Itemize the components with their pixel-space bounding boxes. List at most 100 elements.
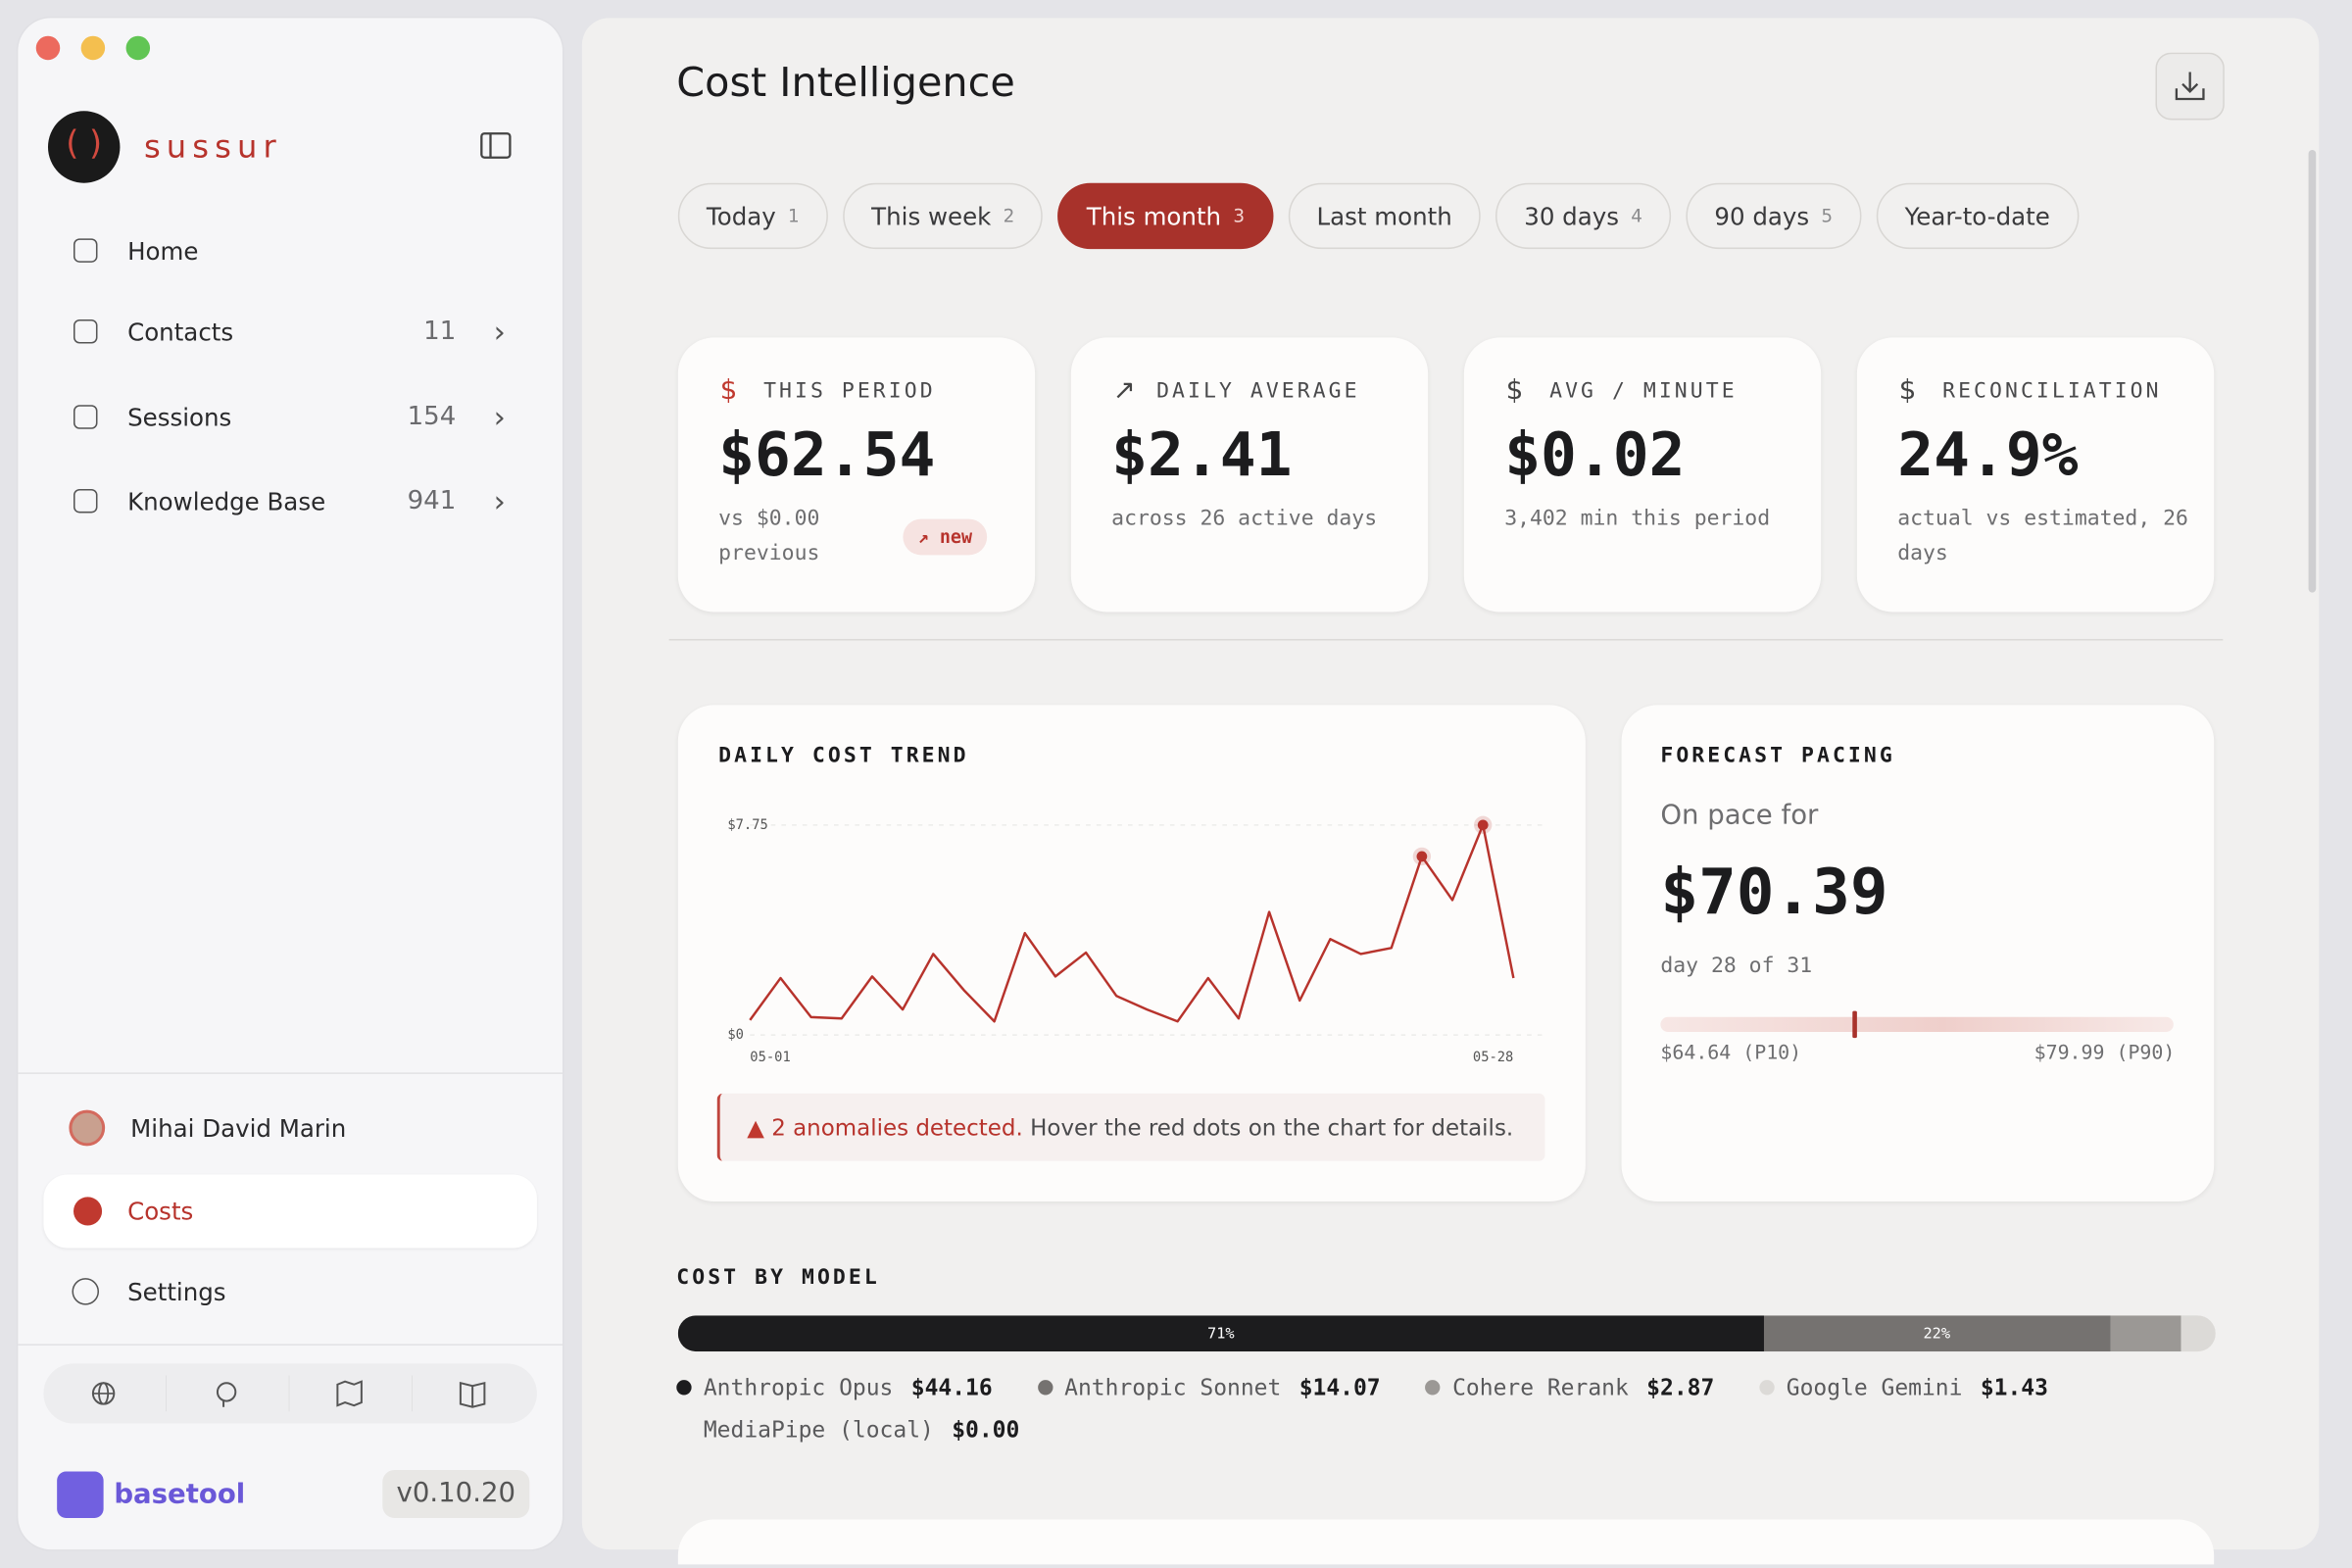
alert-text: Hover the red dots on the chart for deta… xyxy=(1030,1113,1514,1142)
stat-icon: ↗ xyxy=(1112,374,1136,407)
nav-icon xyxy=(73,319,98,344)
stat-card: $ AVG / MINUTE $0.02 3,402 min this period xyxy=(1463,337,1822,612)
stat-card: ↗ DAILY AVERAGE $2.41 across 26 active days xyxy=(1070,337,1429,612)
scrollbar xyxy=(2308,150,2317,593)
legend-value: $1.43 xyxy=(1980,1374,2048,1401)
stat-sub: across 26 active days xyxy=(1111,507,1378,531)
stat-value: $2.41 xyxy=(1111,421,1293,491)
filter-pill[interactable]: Year-to-date xyxy=(1876,182,2079,250)
nav-count: 941 xyxy=(407,485,457,516)
stat-icon: $ xyxy=(1505,374,1524,407)
model-segment: 22% xyxy=(1763,1315,2110,1352)
filter-key: 5 xyxy=(1821,205,1834,227)
stat-label: THIS PERIOD xyxy=(763,379,936,404)
legend-name: Anthropic Sonnet xyxy=(1064,1374,1282,1401)
nav-item[interactable]: Settings xyxy=(43,1255,537,1329)
stat-card: $ THIS PERIOD $62.54 vs $0.00 previous ↗ new xyxy=(677,337,1036,612)
logo: ( ) xyxy=(47,111,121,183)
filter-label: Last month xyxy=(1316,201,1452,230)
alert-highlight: 2 anomalies detected. xyxy=(771,1113,1023,1142)
filter-label: This week xyxy=(871,201,992,230)
legend-name: MediaPipe (local) xyxy=(703,1415,934,1444)
nav-item[interactable]: Contacts 11 › xyxy=(71,309,520,354)
nav-icon xyxy=(73,405,98,429)
version: v0.10.20 xyxy=(382,1469,530,1518)
stat-value: $0.02 xyxy=(1504,421,1686,491)
anomaly-dot xyxy=(1477,819,1489,831)
model-bar: 71% 22% xyxy=(677,1315,2216,1352)
collapse-button[interactable] xyxy=(480,132,514,163)
forecast-lead: On pace for xyxy=(1660,799,1819,831)
line-chart: $0 $7.75 05-01 05-28 xyxy=(727,815,1544,1065)
share-label: 71% xyxy=(1206,1325,1235,1343)
y-tick-label: $0 xyxy=(727,1027,744,1043)
filter-pill[interactable]: This month 3 xyxy=(1057,182,1274,250)
filter-label: Today xyxy=(706,201,776,230)
nav-icon xyxy=(72,1278,100,1305)
stat-sub: vs $0.00 previous xyxy=(718,507,820,566)
chevron: › xyxy=(493,399,506,435)
stat-label: AVG / MINUTE xyxy=(1549,379,1738,404)
filter-pill[interactable]: Today 1 xyxy=(677,182,828,250)
chevron: › xyxy=(493,313,506,350)
nav-label: Knowledge Base xyxy=(127,486,326,515)
filter-label: 90 days xyxy=(1714,201,1810,230)
model-segment xyxy=(2109,1315,2180,1352)
legend-swatch xyxy=(676,1380,692,1396)
filter-pill[interactable]: 30 days 4 xyxy=(1495,182,1672,250)
legend-name: Anthropic Opus xyxy=(703,1374,894,1401)
legend-swatch xyxy=(1425,1380,1441,1396)
nav-item[interactable]: Home xyxy=(71,228,520,273)
anomaly-dot xyxy=(1416,851,1428,862)
chart-title: DAILY COST TREND xyxy=(718,744,969,768)
footer-brand: basetool xyxy=(114,1479,246,1511)
legend-item: MediaPipe (local) $0.00 xyxy=(676,1416,1019,1444)
legend-value: $44.16 xyxy=(910,1374,993,1401)
legend-name: Google Gemini xyxy=(1786,1374,1963,1401)
docs-button[interactable] xyxy=(413,1363,536,1423)
user-name: Mihai David Marin xyxy=(130,1114,347,1144)
stat-sub: 3,402 min this period xyxy=(1504,507,1771,531)
forecast-value: $70.39 xyxy=(1660,855,1888,929)
icon-bar xyxy=(43,1363,537,1424)
chevron: › xyxy=(493,482,506,519)
forecast-low: $64.64 (P10) xyxy=(1660,1042,1802,1065)
legend-name: Cohere Rerank xyxy=(1452,1374,1629,1401)
trend-card: DAILY COST TREND $0 $7.75 05-01 05-28 ▲ 2 a… xyxy=(677,705,1586,1202)
filter-pill[interactable]: Last month xyxy=(1288,182,1481,250)
filter-key: 3 xyxy=(1233,205,1246,227)
nav-count: 154 xyxy=(407,402,457,432)
stat-sub: actual vs estimated, 26 days xyxy=(1897,507,2188,566)
stat-icon: $ xyxy=(1898,374,1917,407)
legend-item: Google Gemini $1.43 xyxy=(1759,1374,2048,1401)
filter-pill[interactable]: 90 days 5 xyxy=(1686,182,1862,250)
legend-value: $14.07 xyxy=(1298,1374,1381,1401)
forecast-high: $79.99 (P90) xyxy=(2034,1042,2176,1065)
filter-pill[interactable]: This week 2 xyxy=(843,182,1044,250)
legend-item: Anthropic Opus $44.16 xyxy=(676,1374,993,1401)
nav-item[interactable]: Sessions 154 › xyxy=(71,395,520,440)
filter-key: 1 xyxy=(787,205,800,227)
legend-value: $0.00 xyxy=(952,1415,1020,1444)
globe-button[interactable] xyxy=(43,1363,167,1423)
legend-swatch xyxy=(1037,1380,1053,1396)
badge-text: new xyxy=(939,526,973,548)
stat-label: DAILY AVERAGE xyxy=(1156,379,1360,404)
export-button[interactable] xyxy=(2155,52,2225,121)
nav-count: 11 xyxy=(423,316,457,347)
nav-item-active[interactable]: Costs xyxy=(43,1174,537,1249)
nav-icon xyxy=(73,488,98,514)
github-button[interactable] xyxy=(167,1363,290,1423)
x-tick-label: 05-01 xyxy=(750,1050,790,1065)
traffic-lights xyxy=(35,35,151,61)
filter-label: This month xyxy=(1086,201,1222,230)
filter-label: Year-to-date xyxy=(1904,201,2050,230)
next-card xyxy=(677,1519,2215,1565)
y-tick-label: $7.75 xyxy=(727,817,767,833)
avatar xyxy=(69,1109,106,1147)
forecast-marker xyxy=(1852,1010,1858,1039)
share-label: 22% xyxy=(1923,1325,1951,1343)
map-button[interactable] xyxy=(289,1363,413,1423)
filter-key: 4 xyxy=(1631,205,1642,227)
nav-item[interactable]: Knowledge Base 941 › xyxy=(71,478,520,523)
